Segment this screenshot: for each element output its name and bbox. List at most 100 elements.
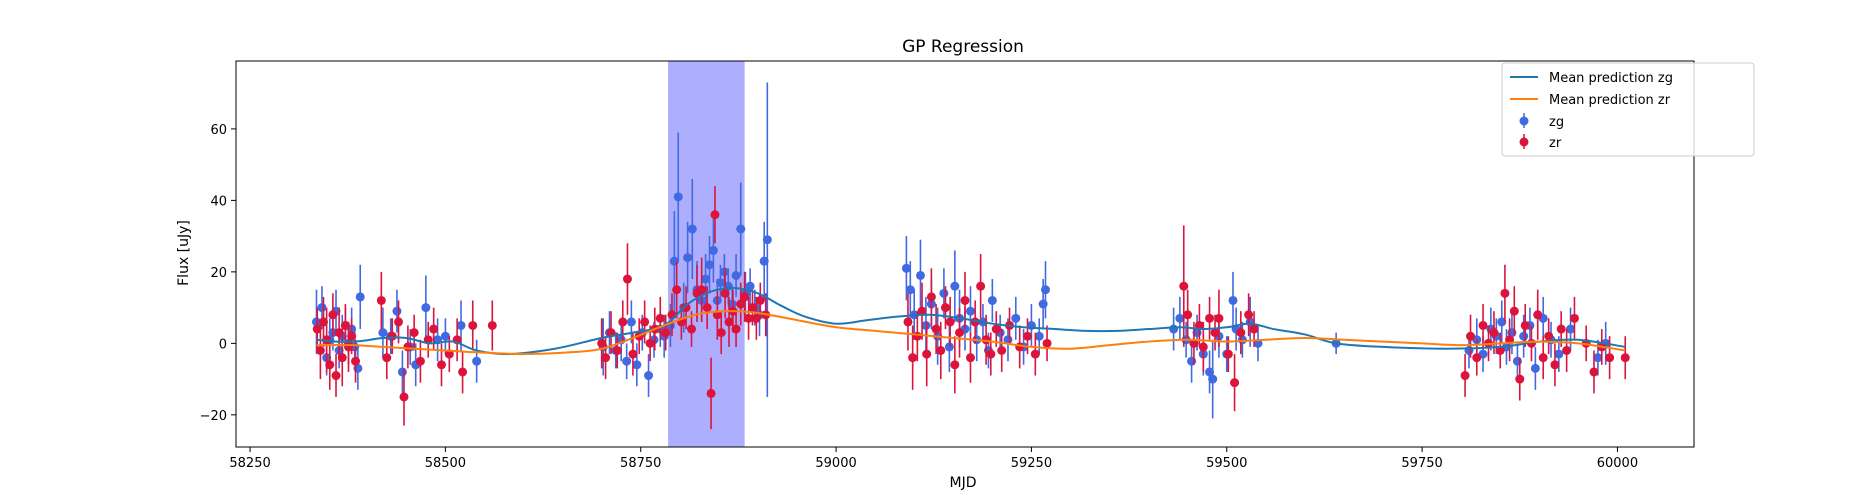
data-point <box>1040 285 1050 295</box>
data-point <box>960 295 970 305</box>
data-point <box>1030 349 1040 359</box>
data-point <box>1497 317 1507 327</box>
data-point <box>976 281 986 291</box>
data-point <box>687 224 697 234</box>
data-point <box>987 295 997 305</box>
data-point <box>673 192 683 202</box>
data-point <box>1011 313 1021 323</box>
data-point <box>701 274 711 284</box>
data-point <box>1569 313 1579 323</box>
data-point <box>1500 288 1510 298</box>
data-point <box>655 313 665 323</box>
data-point <box>965 353 975 363</box>
data-point <box>950 281 960 291</box>
data-point <box>740 292 750 302</box>
y-axis-label: Flux [uJy] <box>176 220 192 286</box>
data-point <box>1460 371 1470 381</box>
data-point <box>997 346 1007 355</box>
data-point <box>755 295 765 305</box>
x-tick-label: 59000 <box>815 456 856 471</box>
data-point <box>965 306 975 316</box>
data-point <box>1495 346 1505 355</box>
data-point <box>715 278 725 288</box>
data-point <box>644 371 654 381</box>
data-point <box>936 346 946 355</box>
data-point <box>1512 356 1522 366</box>
data-point <box>915 270 925 280</box>
plot-area <box>235 60 1695 448</box>
data-point <box>697 285 707 295</box>
legend-marker-zr <box>1519 134 1529 149</box>
data-point <box>622 274 632 284</box>
data-point <box>1520 320 1530 330</box>
data-point <box>687 324 697 334</box>
data-point <box>315 346 325 355</box>
data-point <box>628 349 638 359</box>
data-point <box>319 317 329 327</box>
data-point <box>429 324 439 334</box>
plot-frame <box>235 60 1695 448</box>
data-point <box>736 224 746 234</box>
data-point <box>747 303 757 313</box>
data-point <box>612 346 622 355</box>
data-point <box>706 388 716 398</box>
data-point <box>710 210 720 220</box>
data-point <box>744 313 754 323</box>
data-point <box>745 281 755 291</box>
data-point <box>378 328 388 338</box>
data-point <box>1466 331 1476 341</box>
data-point <box>1244 310 1254 320</box>
data-point <box>632 360 642 370</box>
data-point <box>720 288 730 298</box>
data-point <box>328 310 338 320</box>
data-point <box>409 328 419 338</box>
data-point <box>759 256 769 266</box>
data-point <box>325 360 335 370</box>
data-point <box>905 285 915 295</box>
data-point <box>487 320 497 330</box>
data-point <box>622 356 632 366</box>
data-point <box>1562 346 1572 355</box>
data-point <box>939 288 949 298</box>
data-point <box>1198 342 1208 352</box>
data-point <box>926 292 936 302</box>
data-point <box>1550 360 1560 370</box>
data-point <box>376 295 386 305</box>
data-point <box>626 317 636 327</box>
data-point <box>394 317 404 327</box>
data-point <box>986 349 996 359</box>
data-point <box>702 303 712 313</box>
data-point <box>1519 331 1529 341</box>
data-point <box>1034 331 1044 341</box>
data-point <box>1566 324 1576 334</box>
data-point <box>399 392 409 402</box>
data-point <box>1205 367 1215 377</box>
data-point <box>337 353 347 363</box>
data-point <box>468 320 478 330</box>
data-point <box>331 371 341 381</box>
data-point <box>347 331 357 341</box>
y-axis-ticks: −20 0 20 40 60 <box>200 123 236 424</box>
data-point <box>312 324 322 334</box>
data-point <box>387 331 397 341</box>
x-tick-label: 59250 <box>1011 456 1052 471</box>
series-line-Mean prediction zg <box>316 286 1626 356</box>
data-point <box>724 317 734 327</box>
data-point <box>716 328 726 338</box>
data-point <box>351 356 361 366</box>
legend-marker-zg <box>1519 113 1529 128</box>
data-point <box>458 367 468 377</box>
data-point <box>1023 331 1033 341</box>
data-point <box>704 260 714 270</box>
data-point <box>597 338 607 348</box>
data-point <box>1179 281 1189 291</box>
data-point <box>731 270 741 280</box>
data-point <box>645 338 655 348</box>
data-point <box>1208 374 1218 384</box>
data-point <box>1205 313 1215 323</box>
data-point <box>403 342 413 352</box>
data-point <box>1478 320 1488 330</box>
data-point <box>1175 313 1185 323</box>
y-tick-label: −20 <box>200 409 227 424</box>
